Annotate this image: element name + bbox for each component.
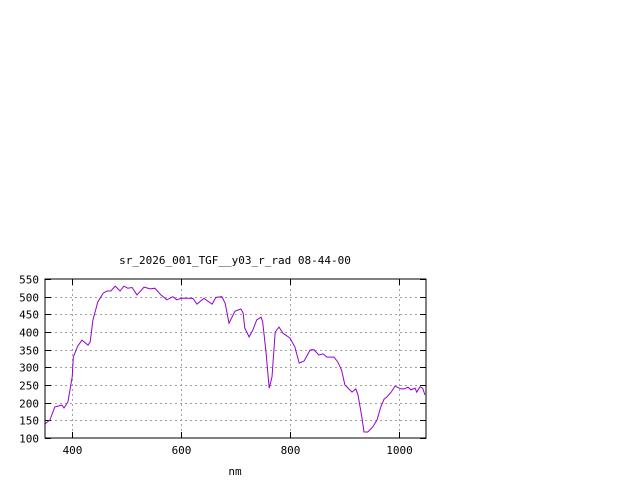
y-tick-label: 550 (19, 274, 39, 287)
y-tick-label: 100 (19, 433, 39, 446)
y-tick-label: 200 (19, 398, 39, 411)
y-tick-label: 450 (19, 309, 39, 322)
y-tick-label: 250 (19, 380, 39, 393)
axis-ticks: 100 150 200 250 300 350 400 450 500 550 400 600 800 1… (19, 274, 426, 457)
x-axis-label: nm (228, 465, 242, 478)
series-line (44, 285, 426, 433)
x-tick-label: 1000 (386, 444, 413, 457)
chart-title: sr_2026_001_TGF__y03_r_rad 08-44-00 (119, 254, 351, 267)
x-tick-label: 400 (63, 444, 83, 457)
y-tick-label: 350 (19, 345, 39, 358)
y-tick-label: 400 (19, 327, 39, 340)
x-tick-label: 800 (281, 444, 301, 457)
y-tick-label: 300 (19, 362, 39, 375)
y-tick-label: 500 (19, 292, 39, 305)
plot-border (44, 278, 427, 439)
y-tick-label: 150 (19, 415, 39, 428)
grid (45, 279, 426, 438)
x-tick-label: 600 (172, 444, 192, 457)
